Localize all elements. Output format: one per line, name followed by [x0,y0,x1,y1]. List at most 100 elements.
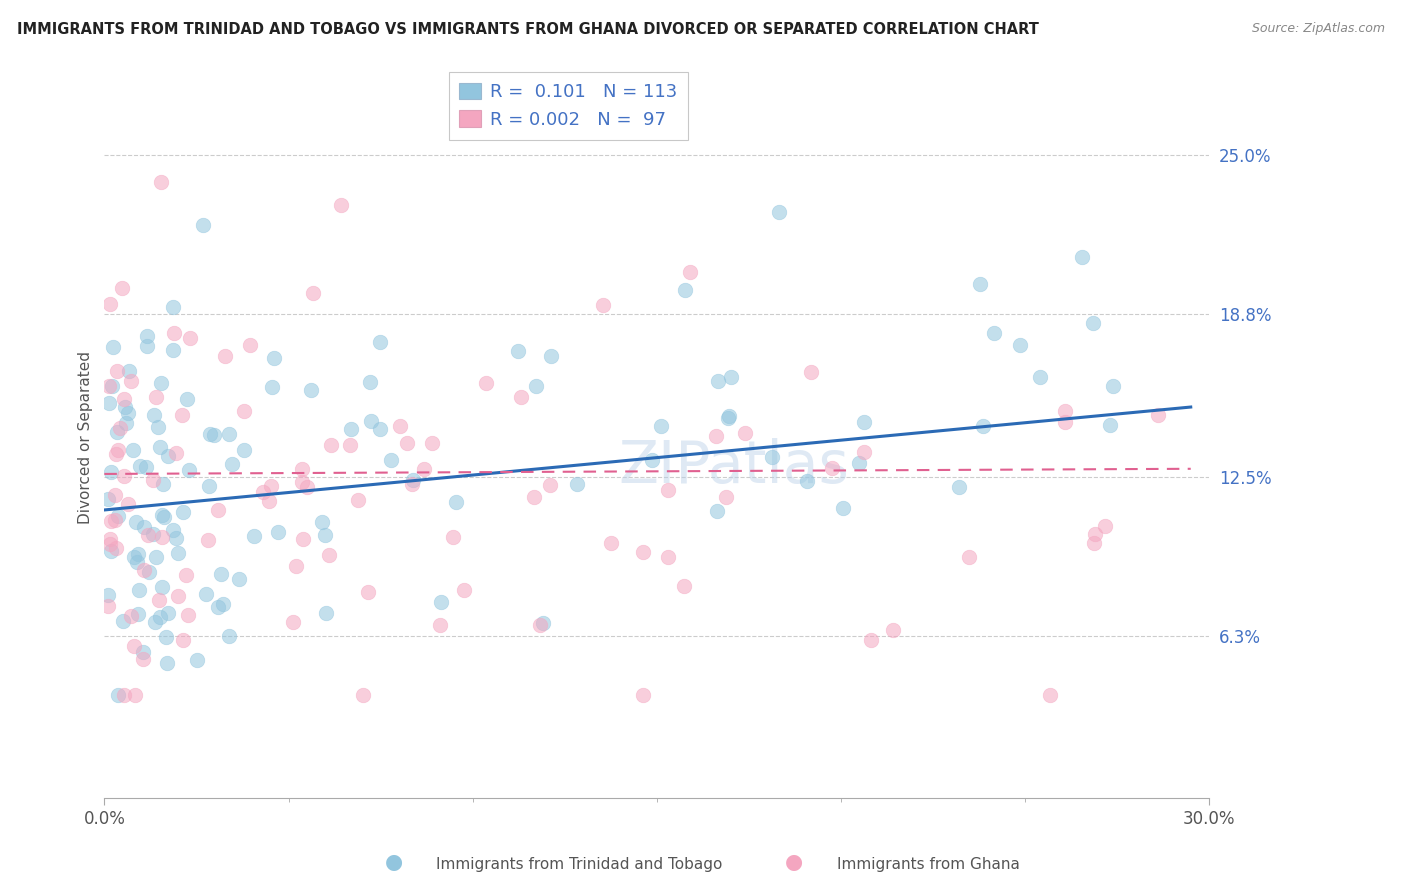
Point [124,688,146,702]
Point [852,415,875,429]
Point [100,379,122,393]
Point [347,492,370,507]
Point [120,608,142,623]
Point [149,376,172,391]
Point [734,425,756,440]
Point [150,580,173,594]
Point [848,456,870,470]
Point [429,617,451,632]
Point [330,198,353,212]
Point [111,615,134,629]
Point [167,589,190,603]
Point [107,508,129,523]
Point [176,567,198,582]
Point [155,630,177,644]
Point [565,476,588,491]
Point [318,548,340,562]
Point [859,633,882,648]
Point [592,298,614,312]
Point [717,410,740,425]
Point [657,483,679,497]
Point [97,491,120,506]
Point [98,537,121,551]
Point [420,435,443,450]
Point [1081,316,1104,330]
Point [267,524,290,539]
Point [239,337,262,351]
Point [132,563,155,577]
Point [1071,251,1094,265]
Point [152,508,174,522]
Point [1083,536,1105,550]
Point [118,364,141,378]
Text: ZIPatlas: ZIPatlas [619,438,849,495]
Point [882,623,904,637]
Point [207,503,229,517]
Point [1099,418,1122,433]
Point [142,473,165,487]
Point [146,419,169,434]
Point [631,545,654,559]
Point [197,533,219,547]
Point [145,549,167,564]
Point [152,477,174,491]
Point [149,175,172,189]
Point [104,513,127,527]
Point [114,400,136,414]
Point [166,546,188,560]
Point [281,615,304,630]
Point [524,379,547,393]
Point [263,351,285,365]
Point [136,329,159,343]
Point [115,417,138,431]
Point [321,438,343,452]
Point [104,447,127,461]
Point [218,427,240,442]
Point [311,516,333,530]
Point [395,436,418,450]
Point [259,494,281,508]
Point [380,453,402,467]
Point [138,565,160,579]
Text: IMMIGRANTS FROM TRINIDAD AND TOBAGO VS IMMIGRANTS FROM GHANA DIVORCED OR SEPARAT: IMMIGRANTS FROM TRINIDAD AND TOBAGO VS I… [17,22,1039,37]
Point [163,326,186,341]
Point [132,652,155,666]
Point [252,485,274,500]
Point [523,490,546,504]
Point [299,383,322,397]
Point [157,450,180,464]
Point [768,205,790,219]
Point [1028,370,1050,384]
Point [359,376,381,390]
Point [510,390,533,404]
Point [401,476,423,491]
Point [413,462,436,476]
Point [717,409,740,424]
Point [97,599,120,613]
Point [104,488,127,502]
Point [218,629,240,643]
Point [127,547,149,561]
Point [100,543,122,558]
Text: Immigrants from Ghana: Immigrants from Ghana [837,857,1019,872]
Point [132,645,155,659]
Point [165,446,187,460]
Point [186,653,208,667]
Point [179,331,201,345]
Point [124,516,146,530]
Point [157,606,180,620]
Point [142,526,165,541]
Point [232,442,254,457]
Point [117,497,139,511]
Point [136,339,159,353]
Point [339,438,361,452]
Point [148,593,170,607]
Point [720,369,742,384]
Point [340,422,363,436]
Point [260,380,283,394]
Point [243,529,266,543]
Point [600,535,623,549]
Point [673,579,696,593]
Point [714,490,737,504]
Point [540,349,562,363]
